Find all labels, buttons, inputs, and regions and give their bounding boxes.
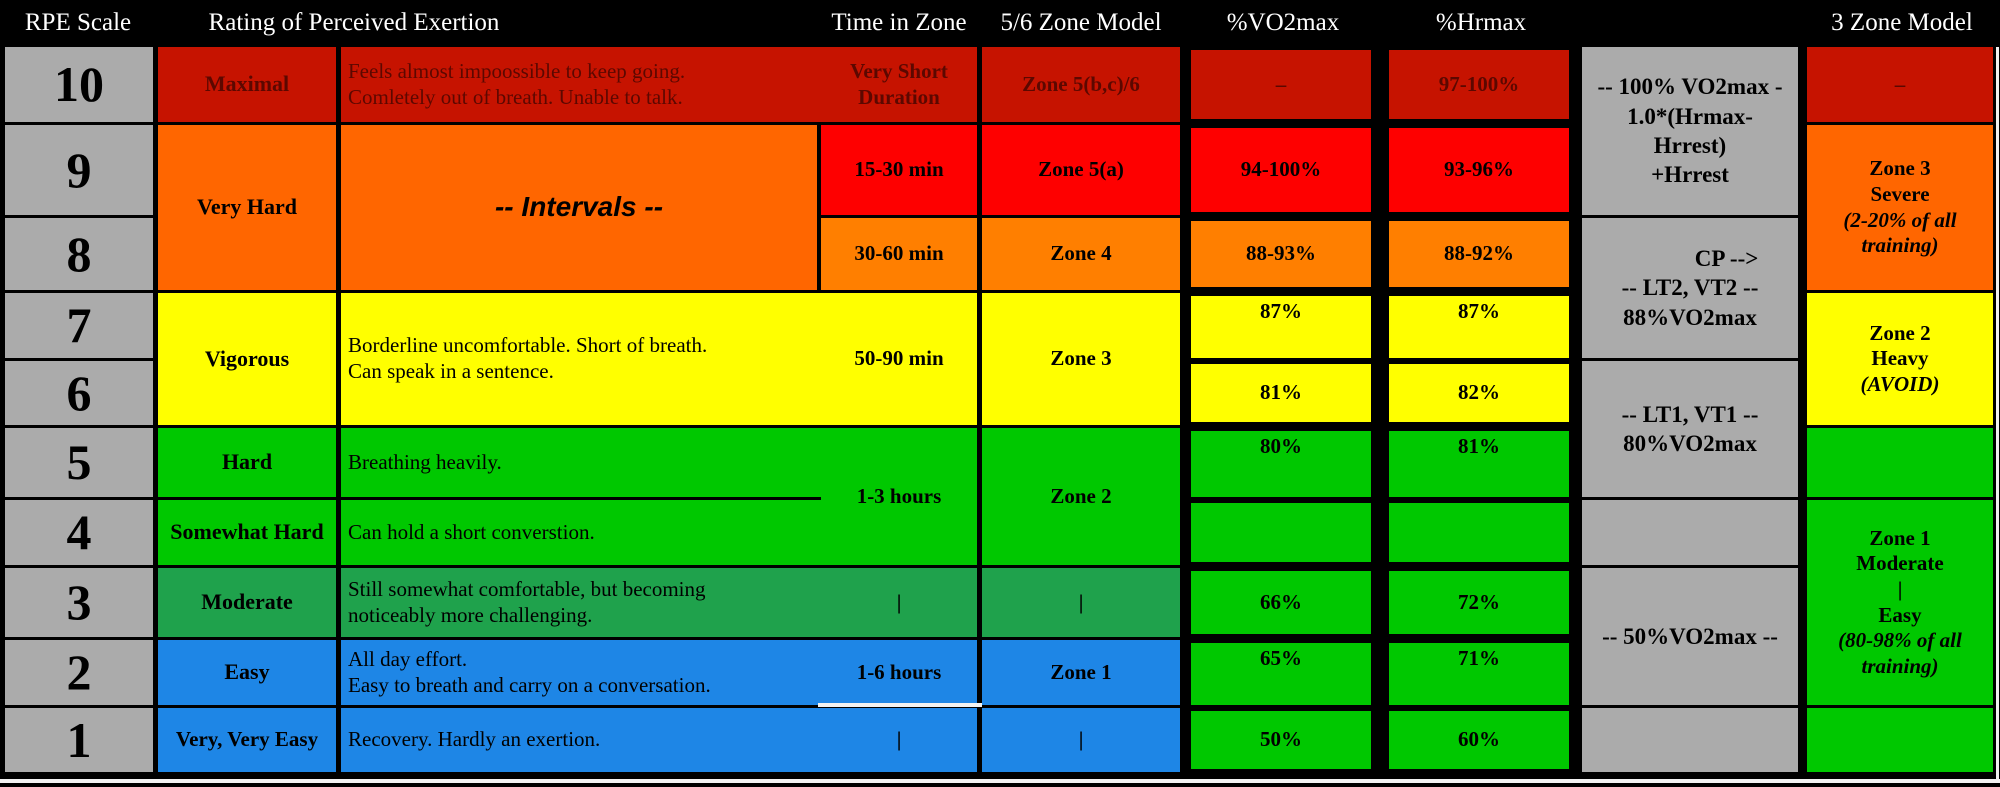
cell-hr-2: 71% — [1389, 643, 1569, 705]
cell-time-5-4: 1-3 hours — [821, 428, 977, 565]
header-rating: Rating of Perceived Exertion — [208, 9, 500, 36]
cell-hr-4 — [1389, 503, 1569, 562]
cell-zone3-5 — [1807, 428, 1993, 497]
cell-zone3-severe: Zone 3 Severe (2-20% of all training) — [1807, 125, 1993, 290]
cell-rpe-4: 4 — [5, 500, 153, 565]
header-hrmax: %Hrmax — [1435, 9, 1527, 36]
cell-desc-1: Recovery. Hardly an exertion. — [341, 708, 828, 772]
white-right-edge-line — [1996, 47, 1999, 780]
cell-formula-3-2: -- 50%VO2max -- — [1582, 568, 1798, 705]
cell-hr-7: 87% — [1389, 296, 1569, 358]
cell-vo2-8: 88-93% — [1191, 221, 1371, 287]
zone3-moderate-title: Zone 1 Moderate | Easy — [1856, 525, 1944, 627]
cell-hr-6: 82% — [1389, 364, 1569, 422]
cell-zone3-1 — [1807, 708, 1993, 772]
cell-time-8: 30-60 min — [821, 218, 977, 290]
cell-rpe-6: 6 — [5, 361, 153, 425]
lt2-vt2-label: -- LT2, VT2 -- 88%VO2max — [1621, 275, 1759, 330]
cell-hr-8: 88-92% — [1389, 221, 1569, 287]
cell-rating-moderate: Moderate — [158, 568, 336, 637]
cell-desc-4: Can hold a short converstion. — [341, 500, 828, 565]
cell-formula-1 — [1582, 708, 1798, 772]
cell-formula-10-9: -- 100% VO2max - 1.0*(Hrmax- Hrrest) +Hr… — [1582, 47, 1798, 215]
cell-zone3-10: – — [1807, 47, 1993, 122]
cell-vo2-1: 50% — [1191, 711, 1371, 769]
cell-rating-somewhat-hard: Somewhat Hard — [158, 500, 336, 565]
cell-time-1: | — [821, 708, 977, 772]
header-3-zone-model: 3 Zone Model — [1831, 9, 1973, 36]
cell-desc-5: Breathing heavily. — [341, 428, 828, 497]
zone3-severe-title: Zone 3 Severe — [1869, 156, 1931, 206]
cell-formula-6-5: -- LT1, VT1 -- 80%VO2max — [1582, 361, 1798, 497]
cell-desc-3: Still somewhat comfortable, but becoming… — [341, 568, 828, 637]
cell-hr-5: 81% — [1389, 431, 1569, 497]
cell-vo2-7: 87% — [1191, 296, 1371, 358]
cell-hr-9: 93-96% — [1389, 128, 1569, 212]
cell-desc-7-6: Borderline uncomfortable. Short of breat… — [341, 293, 828, 425]
zone3-moderate-note: (80-98% of all training) — [1838, 628, 1962, 678]
cell-zone56-7-6: Zone 3 — [982, 293, 1180, 425]
cell-formula-8-7: CP --> -- LT2, VT2 -- 88%VO2max — [1582, 218, 1798, 358]
cell-desc-10: Feels almost impoossible to keep going. … — [341, 47, 828, 122]
header-time-in-zone: Time in Zone — [831, 9, 967, 36]
cell-hr-1: 60% — [1389, 711, 1569, 769]
cell-time-3: | — [821, 568, 977, 637]
cell-vo2-4 — [1191, 503, 1371, 562]
cell-zone56-10: Zone 5(b,c)/6 — [982, 47, 1180, 122]
cell-rating-hard: Hard — [158, 428, 336, 497]
header-vo2max: %VO2max — [1226, 9, 1340, 36]
white-divider-time-row2-row1 — [818, 703, 982, 707]
header-56-zone-model: 5/6 Zone Model — [1000, 9, 1162, 36]
cell-rpe-2: 2 — [5, 640, 153, 705]
cell-rating-vigorous: Vigorous — [158, 293, 336, 425]
zone3-heavy-note: (AVOID) — [1860, 371, 1940, 396]
cp-threshold-label: CP --> — [1694, 245, 1759, 271]
header-rpe-scale: RPE Scale — [24, 9, 132, 36]
cell-rpe-9: 9 — [5, 125, 153, 215]
cell-vo2-3: 66% — [1191, 571, 1371, 634]
cell-zone56-2: Zone 1 — [982, 640, 1180, 705]
cell-vo2-6: 81% — [1191, 364, 1371, 422]
cell-time-2: 1-6 hours — [821, 640, 977, 705]
cell-vo2-5: 80% — [1191, 431, 1371, 497]
cell-time-9: 15-30 min — [821, 125, 977, 215]
cell-zone56-9: Zone 5(a) — [982, 125, 1180, 215]
cell-hr-10: 97-100% — [1389, 50, 1569, 119]
cell-rpe-5: 5 — [5, 428, 153, 497]
cell-rpe-7: 7 — [5, 293, 153, 358]
cell-time-10: Very Short Duration — [821, 47, 977, 122]
cell-rpe-10: 10 — [5, 47, 153, 122]
cell-zone56-3: | — [982, 568, 1180, 637]
cell-rating-very-very-easy: Very, Very Easy — [158, 708, 336, 772]
cell-rating-maximal: Maximal — [158, 47, 336, 122]
cell-rpe-8: 8 — [5, 218, 153, 290]
cell-vo2-2: 65% — [1191, 643, 1371, 705]
cell-formula-4 — [1582, 500, 1798, 565]
cell-zone56-5-4: Zone 2 — [982, 428, 1180, 565]
cell-zone3-heavy: Zone 2 Heavy (AVOID) — [1807, 293, 1993, 425]
cell-hr-3: 72% — [1389, 571, 1569, 634]
zone3-heavy-title: Zone 2 Heavy — [1869, 320, 1931, 371]
zone3-severe-note: (2-20% of all training) — [1843, 207, 1957, 258]
cell-vo2-9: 94-100% — [1191, 128, 1371, 212]
cell-vo2-10: – — [1191, 50, 1371, 119]
cell-rating-easy: Easy — [158, 640, 336, 705]
cell-desc-intervals: -- Intervals -- — [341, 125, 817, 290]
cell-rpe-3: 3 — [5, 568, 153, 637]
cell-desc-2: All day effort. Easy to breath and carry… — [341, 640, 828, 705]
cell-rpe-1: 1 — [5, 708, 153, 772]
cell-zone56-1: | — [982, 708, 1180, 772]
cell-zone56-8: Zone 4 — [982, 218, 1180, 290]
cell-zone3-moderate: Zone 1 Moderate | Easy (80-98% of all tr… — [1807, 500, 1993, 705]
cell-time-7-6: 50-90 min — [821, 293, 977, 425]
cell-rating-very-hard: Very Hard — [158, 125, 336, 290]
white-bottom-line — [0, 779, 2000, 783]
